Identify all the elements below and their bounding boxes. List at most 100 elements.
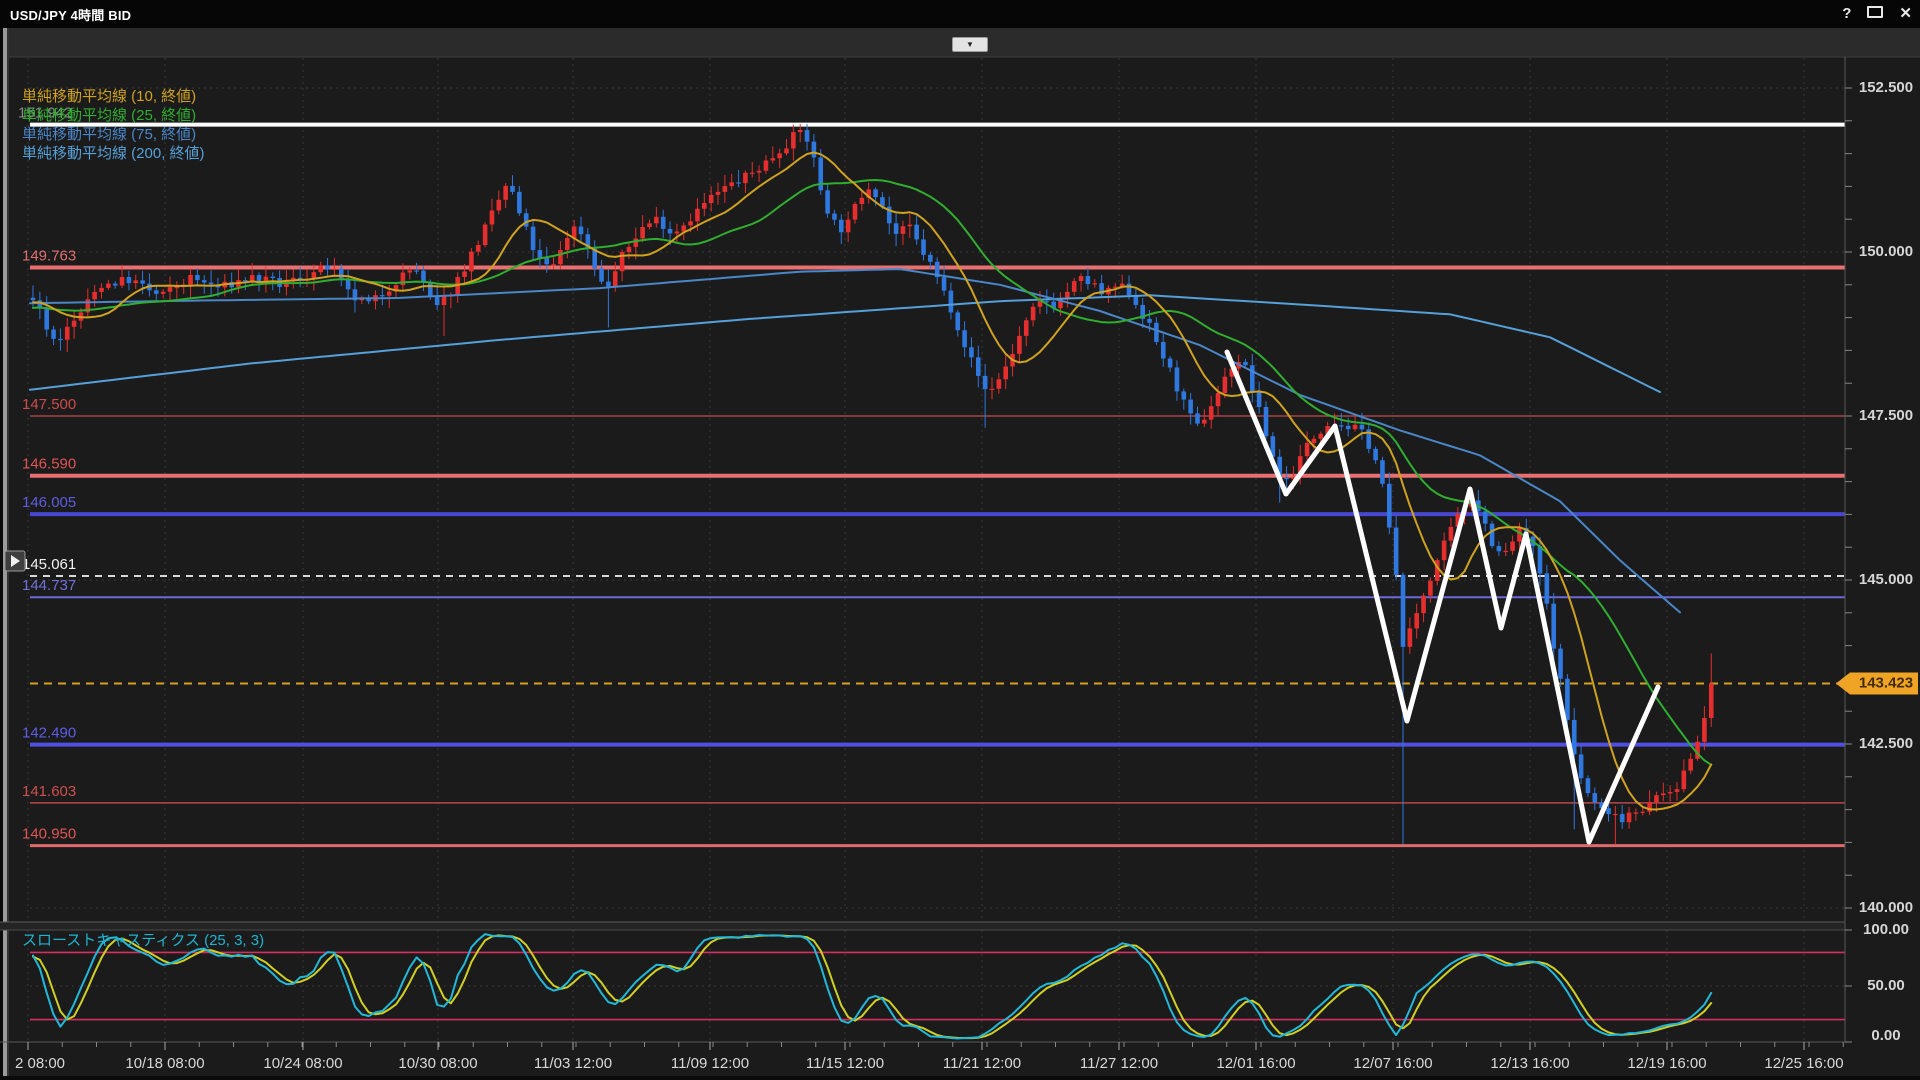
candle-body [1181,391,1187,400]
candle-body [722,186,728,192]
candle-body [249,275,255,281]
price-line-labels: 151.942 149.763 147.500 146.590 146.005 145.0… [4,105,76,843]
candle-body [421,270,426,282]
candle-body [1640,811,1646,813]
candle-body [208,282,214,285]
candle-body [1667,791,1673,794]
price-level-lines[interactable] [30,122,1845,848]
candle-body [599,268,604,282]
price-line-label: 144.737 [22,577,76,594]
candle-body [414,270,419,272]
candle-body [338,268,344,280]
candle-body [1702,718,1707,742]
x-axis-label: 12/07 16:00 [1353,1055,1432,1072]
candle-body [1023,320,1029,336]
price-line-label: 145.061 [22,556,76,573]
candle-body [756,170,762,173]
price-line-label: 147.500 [22,396,76,413]
candle-body [345,279,351,290]
candle-body [434,296,440,306]
candle-body [1578,754,1584,779]
title-bar[interactable]: USD/JPY 4時間 BID ? ✕ [0,0,1920,28]
candle-body [441,295,447,306]
candle-body [1017,335,1022,354]
candle-body [475,245,481,252]
candle-body [256,275,262,282]
candle-body [1551,603,1556,649]
stoch-legend: スローストキャスティクス (25, 3, 3) [22,932,264,949]
time-axis[interactable]: 2 08:00 10/18 08:00 10/24 08:00 10/30 08:00… [15,1042,1844,1072]
candle-body [797,129,803,133]
candle-body [1599,802,1604,809]
candle-body [1092,283,1098,285]
current-price-tag: 143.423 [1836,672,1918,695]
candle-body [1366,429,1372,449]
candle-body [1113,286,1118,288]
candle-body [852,203,858,220]
restore-icon[interactable] [1867,0,1884,28]
price-line-label: 151.942 [18,105,72,122]
candle-body [537,250,543,258]
candle-body [1085,276,1091,285]
candle-body [311,272,317,280]
x-axis-label: 12/19 16:00 [1627,1055,1706,1072]
candle-body [99,287,104,292]
candle-body [85,299,91,313]
close-icon[interactable]: ✕ [1899,5,1912,22]
candle-body [1311,438,1317,444]
candle-body [119,276,125,286]
candle-body [681,225,687,232]
candle-body [462,271,467,278]
chart-collapse-dropdown-button[interactable]: ▼ [952,37,988,52]
candle-body [503,185,508,200]
zigzag-drawing[interactable] [1224,349,1661,845]
candle-body [1517,527,1522,542]
candle-body [976,357,981,376]
x-axis-label: 11/27 12:00 [1080,1055,1158,1072]
candle-body [551,264,556,266]
window-title: USD/JPY 4時間 BID [10,7,132,23]
candle-body [64,326,70,340]
candle-body [578,226,584,235]
candle-body [612,271,618,287]
price-axis[interactable]: 152.500 150.000 147.500 145.000 142.500 140.0… [1845,79,1913,1044]
candle-body [1647,802,1652,812]
help-icon[interactable]: ? [1842,5,1852,22]
candle-body [934,261,940,278]
sma75-line [29,268,1681,614]
y-axis-label: 147.500 [1859,407,1913,424]
candle-body [1188,399,1193,414]
candle-body [832,213,837,220]
candle-body [530,226,536,251]
ma-legend-item: 単純移動平均線 (25, 終値) [22,107,196,124]
candle-body [1229,368,1235,377]
candle-body [893,223,899,234]
candle-body [996,379,1002,389]
candle-body [1195,413,1200,424]
candle-body [544,257,550,265]
price-line-label: 140.950 [22,826,76,843]
candle-body [791,132,796,149]
candle-body [1496,546,1502,552]
candle-body [1325,426,1330,434]
candle-body [969,347,974,358]
x-axis-label: 11/21 12:00 [943,1055,1021,1072]
candle-body [708,194,714,204]
candle-body [1099,283,1104,295]
candle-body [1133,294,1139,305]
candle-body [660,216,666,229]
candle-body [1400,574,1406,647]
candle-body [907,224,913,227]
price-line-label: 142.490 [22,725,76,742]
candle-body [1003,366,1008,380]
candle-body [1482,511,1488,524]
sma25-line [32,179,1713,766]
candle-body [558,250,563,265]
y-axis-label: 152.500 [1859,79,1913,96]
candle-body [1661,793,1666,796]
x-axis-label: 11/03 12:00 [534,1055,612,1072]
candle-body [1277,456,1282,479]
candle-body [393,285,399,292]
x-axis-label: 12/01 16:00 [1216,1055,1295,1072]
